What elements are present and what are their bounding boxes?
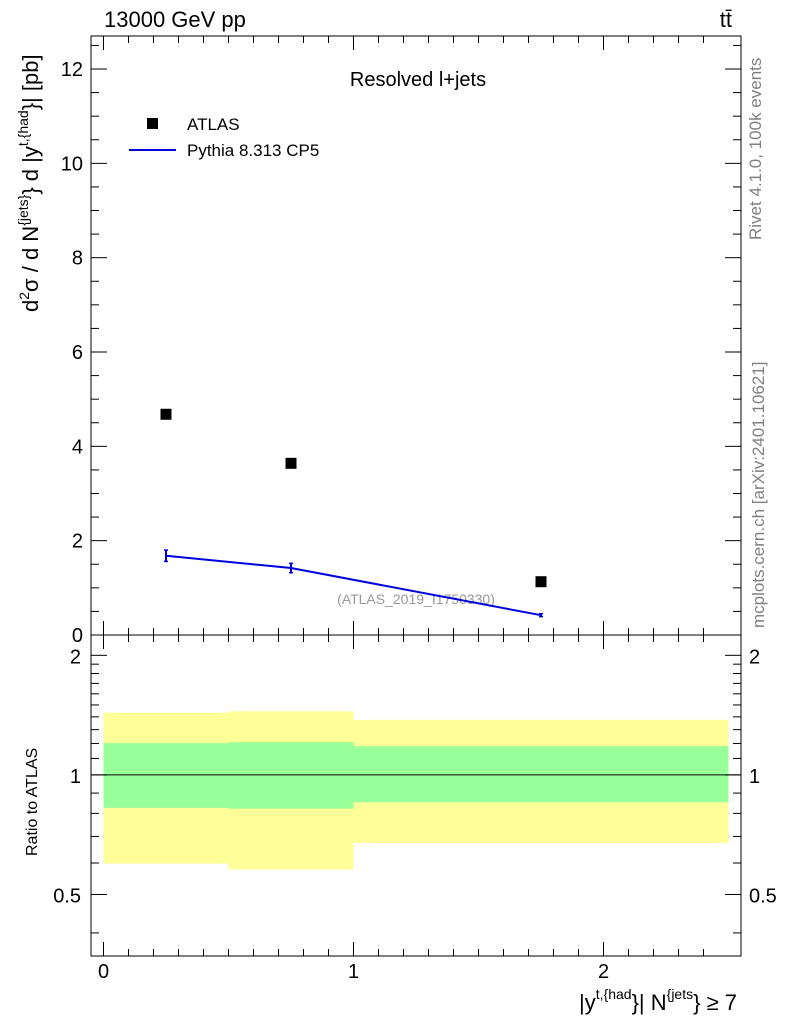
ratio-y-tick-label: 2 xyxy=(70,646,81,668)
ratio-x-tick-label: 0 xyxy=(98,961,109,983)
main-y-tick-label: 6 xyxy=(72,342,83,364)
main-y-tick-label: 4 xyxy=(72,436,83,458)
main-y-tick-label: 12 xyxy=(61,59,83,81)
atlas-data-point xyxy=(285,457,297,469)
ratio-axes: 0.5 0.5 1 1 2 2 0 1 2 xyxy=(53,635,777,983)
ratio-inner-band xyxy=(103,743,229,808)
ratio-inner-band xyxy=(353,746,729,803)
ratio-y-tick-label-right: 0.5 xyxy=(749,885,777,907)
main-y-tick-label: 10 xyxy=(61,153,83,175)
ratio-y-axis-label: Ratio to ATLAS xyxy=(24,748,41,856)
ratio-panel: 0.5 0.5 1 1 2 2 0 1 2 Ratio to ATLAS |yt,{had}| … xyxy=(24,634,777,1015)
ratio-panel-frame xyxy=(90,634,742,957)
legend-pythia-label: Pythia 8.313 CP5 xyxy=(187,141,319,160)
ratio-x-tick-label: 1 xyxy=(348,961,359,983)
atlas-data-point xyxy=(535,576,547,588)
ratio-y-tick-label: 1 xyxy=(70,766,81,788)
ratio-bands xyxy=(103,711,729,870)
rivet-version-label: Rivet 4.1.0, 100k events xyxy=(746,58,765,240)
ratio-y-tick-label-right: 1 xyxy=(749,766,760,788)
legend-atlas-label: ATLAS xyxy=(187,115,240,134)
ratio-y-tick-label: 0.5 xyxy=(53,885,81,907)
main-series xyxy=(160,408,547,618)
mcplots-label: mcplots.cern.ch [arXiv:2401.10621] xyxy=(749,362,768,628)
legend-atlas-marker xyxy=(147,118,158,129)
main-y-tick-label: 0 xyxy=(72,625,83,647)
atlas-data-point xyxy=(160,408,172,420)
ratio-x-tick-label: 2 xyxy=(598,961,609,983)
main-y-axis-label: d2σ / d N{jets}} d |yt,{had}| [pb] xyxy=(15,54,43,312)
main-y-tick-label: 8 xyxy=(72,248,83,270)
main-title: Resolved l+jets xyxy=(350,69,486,91)
main-y-axis: 0 2 4 6 8 10 12 xyxy=(61,36,741,647)
main-panel: Resolved l+jets (ATLAS_2019_I1750330) 0 2… xyxy=(15,35,742,647)
main-y-tick-label: 2 xyxy=(72,531,83,553)
ratio-inner-band xyxy=(228,742,354,809)
energy-label: 13000 GeV pp xyxy=(104,7,246,32)
process-label: tt̄ xyxy=(720,7,732,32)
ratio-x-axis-label: |yt,{had}| N{jets} ≥ 7 xyxy=(579,986,737,1015)
watermark: (ATLAS_2019_I1750330) xyxy=(337,591,495,607)
ratio-y-tick-label-right: 2 xyxy=(749,646,760,668)
